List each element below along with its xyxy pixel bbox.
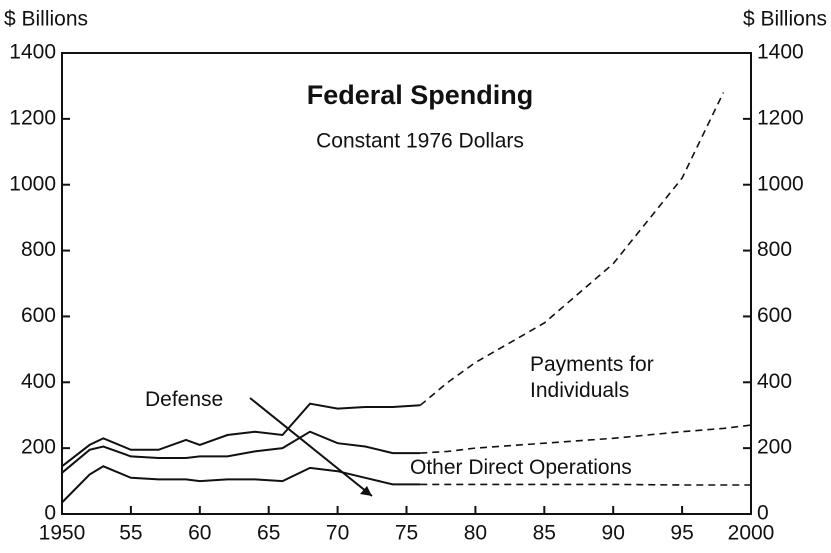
series-line-projected — [420, 424, 752, 454]
defense-arrow — [249, 397, 373, 497]
y-tick-label: 1200 — [9, 106, 56, 129]
y-tick-label: 400 — [21, 370, 56, 393]
y-tick-label: 800 — [21, 238, 56, 261]
x-tick-label: 85 — [533, 522, 556, 545]
series-line — [61, 402, 421, 468]
y-tick-label: 600 — [21, 304, 56, 327]
arrow-head — [360, 486, 372, 496]
series-line-projected — [420, 483, 751, 486]
x-tick-label: 2000 — [728, 522, 775, 545]
x-tick-label: 95 — [670, 522, 693, 545]
y2-tick-label: 1000 — [757, 172, 804, 195]
x-tick-label: 75 — [395, 522, 418, 545]
series-label-text: Payments for Individuals — [530, 353, 654, 402]
series-label-text: Other Direct Operations — [410, 456, 632, 479]
y2-tick-label: 200 — [757, 436, 792, 459]
y-axis-label: $ Billions — [4, 8, 88, 31]
chart-subtitle: Constant 1976 Dollars — [316, 130, 524, 153]
series-label-text: Defense — [145, 388, 224, 411]
chart-title: Federal Spending — [307, 80, 534, 110]
series-line-projected — [419, 92, 725, 406]
y-tick-label: 200 — [21, 436, 56, 459]
x-tick-label: 60 — [188, 522, 211, 545]
series-line — [61, 430, 421, 474]
series-label: Payments for Individuals — [530, 353, 654, 402]
x-tick-label: 70 — [326, 522, 349, 545]
series-label: Defense — [145, 388, 224, 411]
y2-axis-label: $ Billions — [743, 8, 827, 31]
y2-tick-label: 1400 — [757, 41, 804, 64]
y2-tick-label: 800 — [757, 238, 792, 261]
series-line — [61, 465, 421, 504]
x-tick-label: 90 — [602, 522, 625, 545]
x-tick-label: 1950 — [39, 522, 86, 545]
series-label: Other Direct Operations — [410, 456, 632, 479]
y2-tick-label: 600 — [757, 304, 792, 327]
y2-tick-label: 400 — [757, 370, 792, 393]
x-tick-label: 80 — [464, 522, 487, 545]
y-tick-label: 1400 — [9, 41, 56, 64]
y2-tick-label: 0 — [757, 502, 769, 525]
y-tick-label: 0 — [44, 502, 56, 525]
y-tick-label: 1000 — [9, 172, 56, 195]
x-tick-label: 55 — [119, 522, 142, 545]
y2-tick-label: 1200 — [757, 106, 804, 129]
x-tick-label: 65 — [257, 522, 280, 545]
